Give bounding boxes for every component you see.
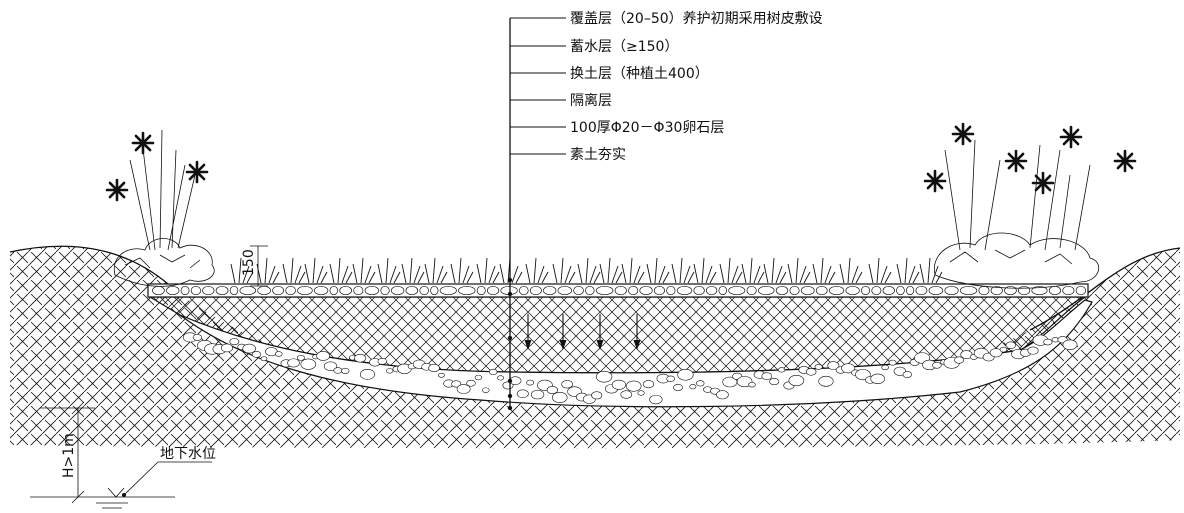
infiltration-arrow-icon — [633, 314, 641, 350]
cover-layer-stones — [152, 285, 1087, 296]
flower-icon — [951, 122, 975, 146]
shrub-mass-left — [113, 238, 215, 287]
callout-label-soil: 换土层（种植土400） — [570, 65, 709, 82]
flower-icon — [1004, 149, 1028, 173]
ponding-depth-dimension: 150 — [241, 245, 268, 287]
infiltration-arrow-icon — [524, 314, 532, 350]
leader-node-dots — [507, 277, 513, 411]
ponding-depth-label: 150 — [241, 249, 257, 276]
water-table-symbol-icon — [96, 487, 128, 509]
infiltration-arrow-icon — [596, 314, 604, 350]
flower-icon — [185, 160, 209, 184]
gravel-stones — [182, 332, 1078, 405]
shrub-mass-right — [933, 232, 1100, 289]
grass-tufts — [230, 257, 943, 284]
flowers — [105, 122, 1137, 202]
flower-icon — [1031, 171, 1055, 195]
water-table-dimension: H>1m — [30, 401, 175, 504]
flower-icon — [1113, 149, 1137, 173]
plant-stems — [129, 129, 1091, 251]
callout-label-subgrade: 素土夯实 — [570, 147, 626, 163]
callout-label-cover: 覆盖层（20–50）养护初期采用树皮敷设 — [570, 10, 823, 27]
infiltration-arrows — [524, 314, 641, 350]
water-table-depth-label: H>1m — [61, 433, 77, 478]
flower-icon — [923, 169, 947, 193]
flower-icon — [131, 131, 155, 155]
groundwater-label: 地下水位 — [160, 446, 216, 462]
infiltration-arrow-icon — [559, 314, 567, 350]
callout-label-gravel: 100厚Φ20－Φ30卵石层 — [570, 120, 724, 136]
callout-label-storage: 蓄水层（≥150） — [570, 39, 678, 55]
flower-icon — [105, 178, 129, 202]
flower-icon — [1059, 125, 1083, 149]
groundwater-callout: 地下水位 — [122, 446, 216, 497]
callout-label-isolation: 隔离层 — [570, 92, 612, 109]
